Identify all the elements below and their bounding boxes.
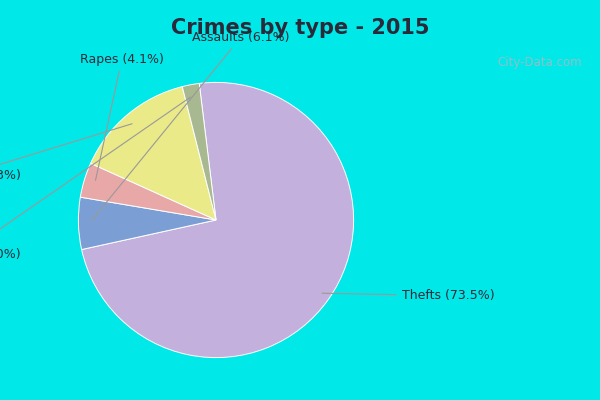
Text: Assaults (6.1%): Assaults (6.1%) (91, 31, 290, 221)
Wedge shape (79, 197, 216, 250)
Text: Rapes (4.1%): Rapes (4.1%) (80, 53, 164, 180)
Text: Burglaries (14.3%): Burglaries (14.3%) (0, 124, 132, 182)
Wedge shape (80, 163, 216, 220)
Wedge shape (182, 84, 216, 220)
Text: City-Data.com: City-Data.com (497, 56, 582, 69)
Text: Crimes by type - 2015: Crimes by type - 2015 (171, 18, 429, 38)
Wedge shape (91, 87, 216, 220)
Text: Thefts (73.5%): Thefts (73.5%) (322, 289, 494, 302)
Text: Auto thefts (2.0%): Auto thefts (2.0%) (0, 97, 190, 261)
Wedge shape (82, 82, 353, 358)
